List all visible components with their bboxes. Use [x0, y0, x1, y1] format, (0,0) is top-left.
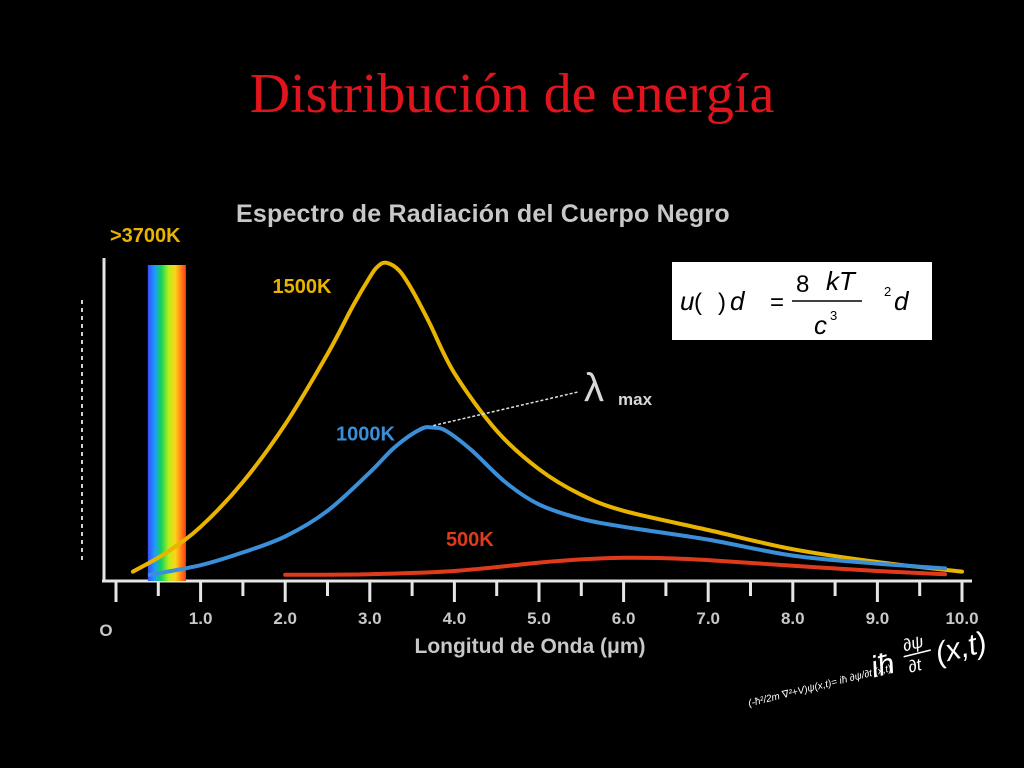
x-tick-labels: O 1.0 2.0 3.0 4.0 5.0 6.0 7.0 8.0 9.0 10.0	[99, 609, 978, 640]
formula-d1: d	[730, 286, 746, 316]
chart-title: Espectro de Radiación del Cuerpo Negro	[236, 200, 730, 228]
formula-equals: =	[770, 289, 784, 316]
formula-c-exp: 3	[830, 308, 837, 323]
series-label-1000k: 1000K	[336, 423, 395, 445]
x-tick-label: 5.0	[527, 609, 551, 628]
x-tick-label: 2.0	[273, 609, 297, 628]
slide-title: Distribución de energía	[249, 63, 775, 125]
decor-frac-bar	[903, 649, 932, 658]
x-tick-label: 6.0	[612, 609, 636, 628]
formula-paren-close: )	[718, 289, 726, 316]
series-label-500k: 500K	[446, 529, 494, 551]
x-tick-label: O	[99, 621, 112, 640]
series-lines	[130, 260, 964, 577]
series-line-1000k	[147, 425, 948, 577]
visible-spectrum-band	[147, 265, 186, 581]
x-tick-label: 4.0	[443, 609, 467, 628]
x-tick-label: 9.0	[866, 609, 890, 628]
series-line-1500k	[130, 260, 964, 574]
formula-paren-open: (	[694, 289, 702, 316]
series-label-1500k: 1500K	[273, 276, 332, 298]
x-axis-label: Longitud de Onda (μm)	[415, 635, 646, 658]
lambda-subscript: max	[618, 390, 653, 409]
series-line-500k	[283, 555, 948, 577]
formula-exp2: 2	[884, 284, 891, 299]
x-tick-label: 7.0	[696, 609, 720, 628]
formula-u: u	[680, 286, 694, 316]
decor-tail: (x,t)	[932, 626, 990, 671]
decor-equation-text: (-ħ²/2m ∇²+V)ψ(x,t)= iħ ∂ψ/∂t (x,t)	[747, 663, 893, 709]
formula-8: 8	[796, 271, 809, 298]
formula-d2: d	[894, 286, 910, 316]
formula-c: c	[814, 310, 827, 340]
x-ticks	[114, 581, 964, 602]
x-tick-label: 8.0	[781, 609, 805, 628]
series-labels: 1500K 1000K 500K	[273, 276, 495, 551]
x-tick-label: 3.0	[358, 609, 382, 628]
decor-frac-top: ∂ψ	[901, 632, 926, 655]
decor-frac-bottom: ∂t	[906, 655, 925, 677]
x-tick-label: 1.0	[189, 609, 213, 628]
lambda-symbol: λ	[584, 366, 604, 410]
x-tick-label: 10.0	[945, 609, 978, 628]
spectrum-label: >3700K	[110, 225, 181, 247]
schrodinger-equation-decor: (-ħ²/2m ∇²+V)ψ(x,t)= iħ ∂ψ/∂t (x,t) iħ ∂…	[738, 594, 1024, 739]
planck-formula-box: u ( ) d = 8 kT c 3 2 d	[672, 262, 932, 340]
formula-kT: kT	[826, 266, 857, 296]
lambda-max-pointer	[433, 391, 579, 427]
